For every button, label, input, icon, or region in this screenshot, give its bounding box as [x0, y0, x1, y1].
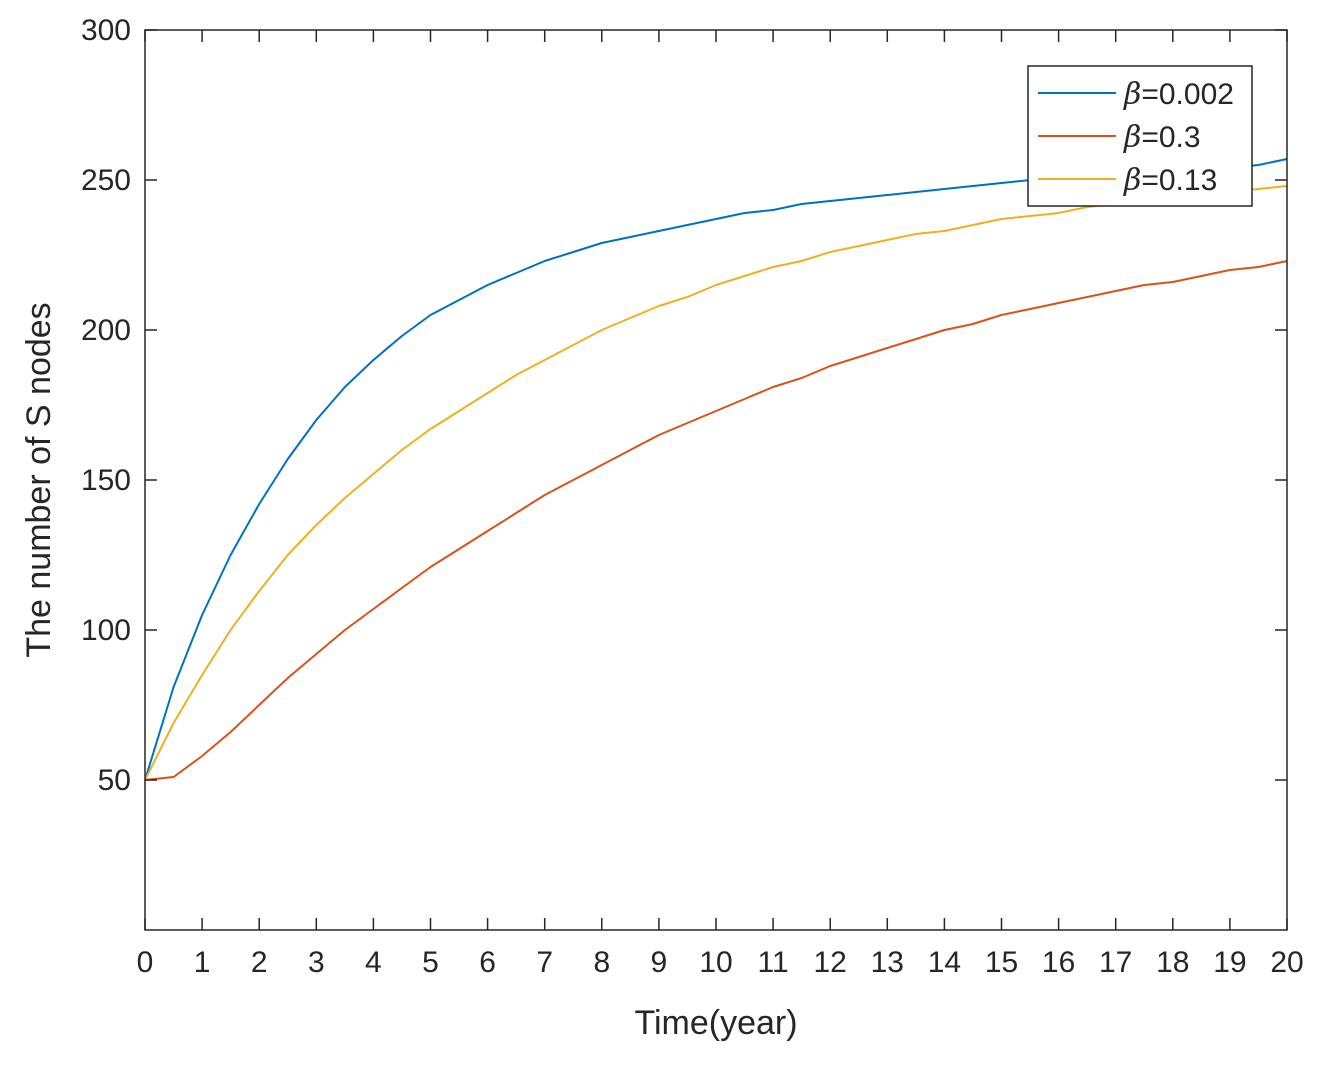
y-tick-label: 300 — [81, 14, 131, 47]
legend-entry: β=0.13 — [1123, 163, 1217, 198]
legend-symbol: β — [1123, 77, 1141, 112]
y-axis-title: The number of S nodes — [20, 302, 58, 657]
legend-value: =0.002 — [1141, 78, 1234, 111]
x-tick-label: 14 — [928, 946, 961, 979]
y-axis: 50 100 150 200 250 300 — [81, 14, 1287, 797]
x-tick-label: 6 — [479, 946, 496, 979]
y-tick-label: 200 — [81, 314, 131, 347]
x-tick-label: 15 — [985, 946, 1018, 979]
legend-symbol: β — [1123, 120, 1141, 155]
x-tick-label: 5 — [422, 946, 439, 979]
y-tick-label: 250 — [81, 164, 131, 197]
legend-value: =0.3 — [1141, 121, 1200, 154]
x-tick-label: 9 — [651, 946, 668, 979]
x-tick-label: 1 — [194, 946, 211, 979]
x-tick-label: 18 — [1156, 946, 1189, 979]
series-line-2 — [144, 260, 1288, 781]
x-axis-title: Time(year) — [634, 1004, 797, 1042]
legend-symbol: β — [1123, 163, 1141, 198]
x-tick-label: 0 — [137, 946, 154, 979]
x-tick-label: 8 — [593, 946, 610, 979]
legend-entry: β=0.3 — [1123, 120, 1201, 155]
x-tick-label: 13 — [871, 946, 904, 979]
y-tick-label: 100 — [81, 614, 131, 647]
x-tick-label: 3 — [308, 946, 325, 979]
y-tick-label: 150 — [81, 464, 131, 497]
x-tick-label: 16 — [1042, 946, 1075, 979]
x-tick-label: 4 — [365, 946, 382, 979]
y-tick-label: 50 — [98, 764, 131, 797]
legend-entry: β=0.002 — [1123, 77, 1234, 112]
x-tick-label: 20 — [1270, 946, 1303, 979]
x-tick-label: 12 — [814, 946, 847, 979]
x-tick-label: 2 — [251, 946, 268, 979]
x-tick-label: 19 — [1213, 946, 1246, 979]
x-tick-label: 7 — [536, 946, 553, 979]
x-tick-label: 10 — [699, 946, 732, 979]
x-tick-label: 17 — [1099, 946, 1132, 979]
x-tick-label: 11 — [758, 946, 789, 979]
x-axis: 0 1 2 3 4 5 6 7 8 9 10 11 12 13 14 15 16 17 18 19 20 — [137, 30, 1304, 979]
legend-value: =0.13 — [1141, 164, 1217, 197]
